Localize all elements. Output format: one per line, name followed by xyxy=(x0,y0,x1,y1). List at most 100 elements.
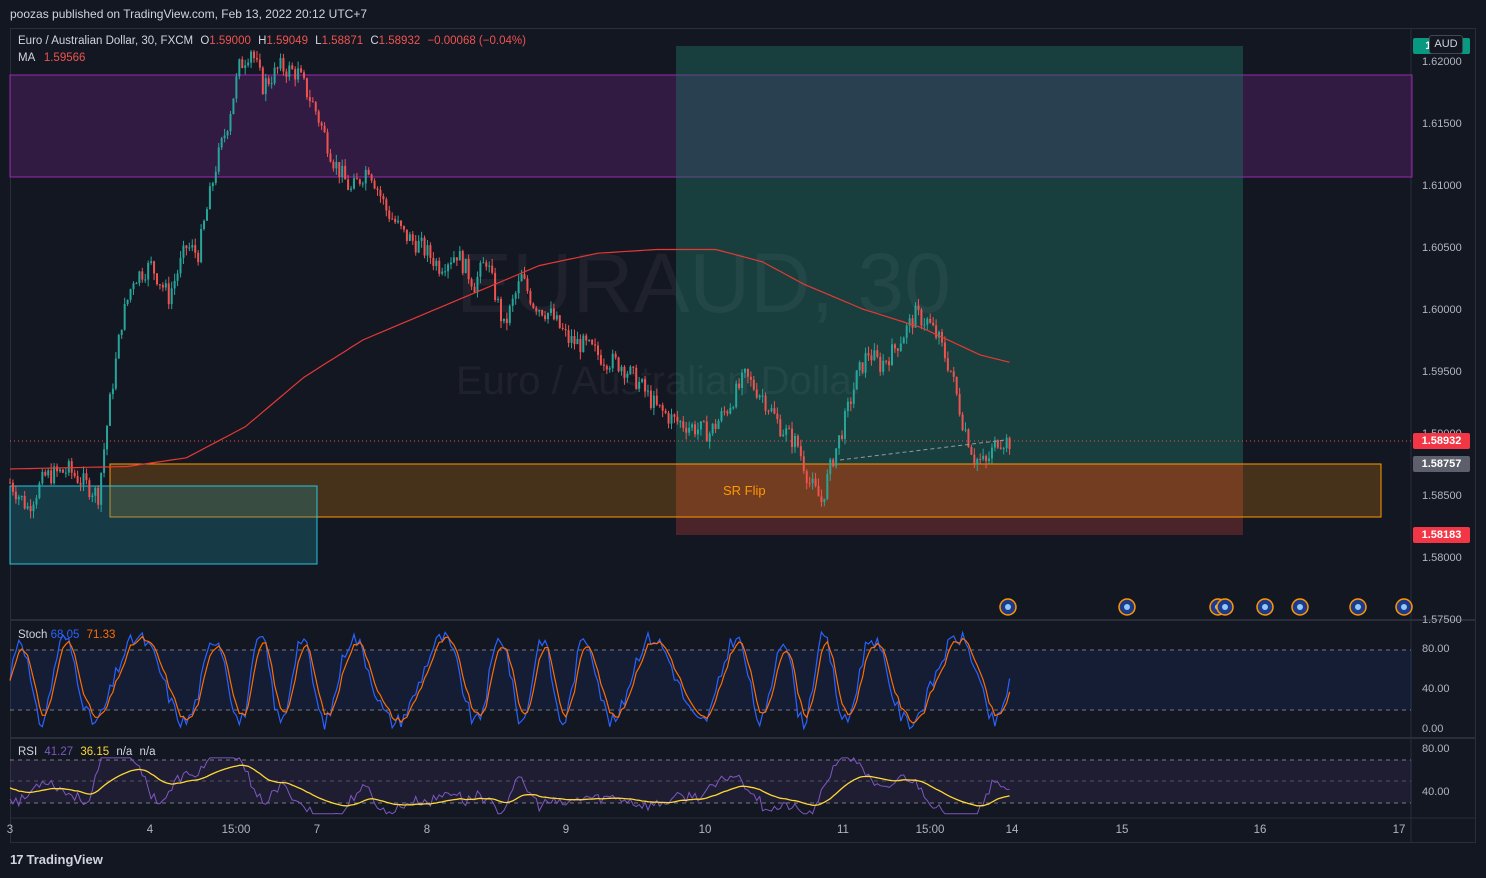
candle-body xyxy=(535,307,538,312)
candle-body xyxy=(188,247,191,249)
candle-body xyxy=(53,466,56,484)
ma-line[interactable] xyxy=(9,248,1010,470)
candle-body xyxy=(538,310,541,312)
candle-body xyxy=(667,413,670,424)
stoch-k-line[interactable] xyxy=(9,630,1011,731)
candle-body xyxy=(64,472,67,474)
rsi-tick-80: 80.00 xyxy=(1422,743,1450,755)
candle-body xyxy=(326,132,329,154)
candle-body xyxy=(211,183,214,187)
candle-body xyxy=(253,51,256,59)
candle-body xyxy=(208,186,211,210)
ma-legend[interactable]: MA 1.59566 xyxy=(18,52,85,64)
candle-body xyxy=(688,427,691,433)
candle-body xyxy=(217,147,220,172)
demand-zone[interactable] xyxy=(9,485,318,565)
candle-body xyxy=(352,178,355,189)
candle-body xyxy=(288,65,291,77)
candle-body xyxy=(641,379,644,382)
candle-body xyxy=(520,274,523,282)
candle-body xyxy=(438,260,441,274)
candle-body xyxy=(708,433,711,442)
candle-body xyxy=(817,485,820,497)
candle-body xyxy=(1005,437,1008,449)
candle-body xyxy=(511,298,514,306)
watermark-name: Euro / Australian Dollar xyxy=(456,359,865,403)
candle-body xyxy=(741,372,744,389)
candle-body xyxy=(746,368,749,377)
candle-body xyxy=(394,218,397,223)
candle-body xyxy=(594,344,597,346)
candle-body xyxy=(588,339,591,341)
price-tag-stop[interactable]: 1.58183 xyxy=(1413,527,1470,543)
candle-body xyxy=(126,299,129,304)
candle-body xyxy=(455,257,458,261)
candle-body xyxy=(802,456,805,472)
event-marker-dot xyxy=(1355,604,1361,610)
price-tag-entry[interactable]: 1.58757 xyxy=(1413,456,1470,472)
candle-body xyxy=(920,309,923,326)
candle-body xyxy=(644,379,647,392)
sr-flip-zone[interactable] xyxy=(109,463,1382,518)
candle-body xyxy=(41,471,44,484)
candle-body xyxy=(158,284,161,286)
candle-body xyxy=(379,189,382,197)
candle-body xyxy=(58,469,61,472)
candle-body xyxy=(573,336,576,345)
publisher-line: poozas published on TradingView.com, Feb… xyxy=(10,7,368,21)
candle-body xyxy=(517,281,520,294)
rsi-line[interactable] xyxy=(9,757,1010,815)
stop-zone[interactable] xyxy=(676,464,1243,535)
candle-body xyxy=(432,258,435,266)
candle-body xyxy=(255,58,258,60)
candle-body xyxy=(705,421,708,442)
candle-body xyxy=(132,283,135,290)
stoch-label: Stoch xyxy=(18,629,48,641)
candle-body xyxy=(711,423,714,434)
event-markers xyxy=(999,598,1413,616)
candle-body xyxy=(182,245,185,258)
candle-body xyxy=(929,318,932,323)
stoch-k-value: 68.05 xyxy=(50,629,80,641)
resistance-zone[interactable] xyxy=(9,74,1413,178)
candle-body xyxy=(964,429,967,431)
candle-body xyxy=(9,482,11,484)
candle-body xyxy=(44,471,47,476)
stoch-legend[interactable]: Stoch 68.05 71.33 xyxy=(18,629,115,641)
price-tick-label: 1.59500 xyxy=(1422,366,1462,378)
candle-body xyxy=(696,429,699,435)
candle-body xyxy=(767,410,770,412)
candle-body xyxy=(388,210,391,219)
bottom-bar xyxy=(0,845,1486,878)
time-tick-label: 16 xyxy=(1254,824,1267,836)
candle-body xyxy=(473,286,476,293)
candle-body xyxy=(626,373,629,378)
candle-body xyxy=(870,355,873,361)
candle-body xyxy=(1002,448,1005,450)
candle-body xyxy=(267,78,270,85)
tradingview-logo[interactable]: 17 TradingView xyxy=(10,852,103,867)
stoch-d-line[interactable] xyxy=(9,635,1011,724)
candle-body xyxy=(50,470,53,484)
candle-body xyxy=(226,131,229,136)
rsi-ma-line[interactable] xyxy=(9,764,1010,807)
candle-body xyxy=(485,262,488,267)
candle-body xyxy=(508,305,511,324)
candle-body xyxy=(946,358,949,371)
currency-badge[interactable]: AUD xyxy=(1429,35,1463,54)
price-tag-current[interactable]: 1.58932 xyxy=(1413,433,1470,449)
candle-body xyxy=(720,411,723,421)
rsi-extra-2: n/a xyxy=(139,746,156,758)
symbol-legend[interactable]: Euro / Australian Dollar, 30, FXCM O1.59… xyxy=(18,35,526,47)
candle-body xyxy=(179,257,182,274)
time-tick-label: 17 xyxy=(1393,824,1406,836)
candle-body xyxy=(17,496,20,500)
candle-body xyxy=(441,271,444,274)
candle-body xyxy=(914,305,917,328)
candle-body xyxy=(364,169,367,184)
rsi-legend[interactable]: RSI 41.27 36.15 n/a n/a xyxy=(18,746,156,758)
candle-body xyxy=(170,288,173,305)
change-value: −0.00068 (−0.04%) xyxy=(427,35,526,47)
price-tick-label: 1.61000 xyxy=(1422,180,1462,192)
